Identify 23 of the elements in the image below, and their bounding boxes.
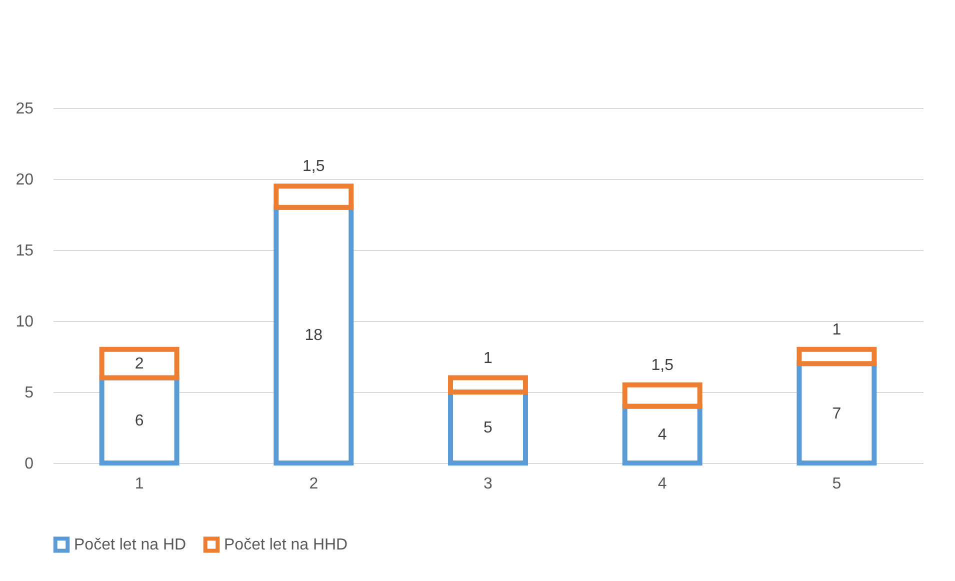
y-tick-label: 5 — [24, 384, 34, 402]
data-label: 1,5 — [302, 158, 325, 176]
data-label: 2 — [134, 356, 144, 373]
x-tick-label: 5 — [832, 476, 842, 492]
data-label: 4 — [658, 426, 667, 444]
data-label: 7 — [832, 405, 842, 422]
y-tick-label: 20 — [16, 172, 34, 188]
y-tick-label: 15 — [16, 242, 34, 260]
y-tick-label: 10 — [16, 314, 34, 330]
x-tick-label: 4 — [658, 476, 667, 492]
data-label: 5 — [484, 420, 493, 436]
x-tick-label: 2 — [309, 476, 318, 492]
x-tick-label: 3 — [484, 476, 493, 492]
y-tick-label: 25 — [16, 100, 34, 118]
y-tick-label: 0 — [24, 456, 34, 472]
legend-label: Počet let na HD — [74, 536, 186, 554]
data-label: 1 — [484, 350, 493, 367]
data-label: 1 — [832, 322, 842, 339]
data-label: 6 — [134, 412, 144, 430]
data-label: 1,5 — [651, 357, 674, 374]
legend-label: Počet let na HHD — [224, 536, 348, 554]
x-tick-label: 1 — [134, 476, 144, 492]
data-label: 18 — [304, 327, 323, 344]
